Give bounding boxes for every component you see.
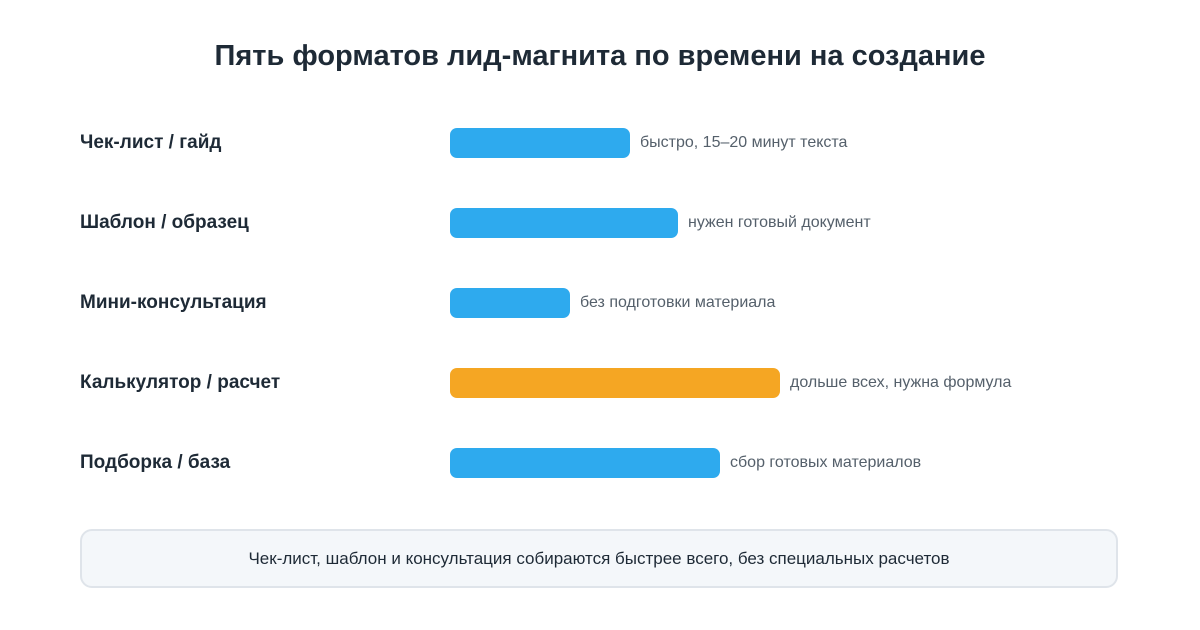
summary-text: Чек-лист, шаблон и консультация собирают…	[248, 548, 950, 568]
category-label: Мини-консультация	[80, 292, 267, 313]
chart-title: Пять форматов лид-магнита по времени на …	[214, 40, 986, 72]
bar	[450, 208, 678, 238]
bar-note: дольше всех, нужна формула	[790, 374, 1012, 391]
category-label: Калькулятор / расчет	[80, 372, 281, 393]
bar-note: быстро, 15–20 минут текста	[640, 134, 848, 151]
bar-highlighted	[450, 368, 780, 398]
category-label: Шаблон / образец	[80, 212, 249, 233]
bar-note: без подготовки материала	[580, 294, 776, 311]
summary-box: Чек-лист, шаблон и консультация собирают…	[80, 529, 1118, 588]
bar	[450, 288, 570, 318]
category-label: Подборка / база	[80, 452, 231, 473]
bar	[450, 128, 630, 158]
bar-note: нужен готовый документ	[688, 214, 871, 231]
bar	[450, 448, 720, 478]
bar-note: сбор готовых материалов	[730, 454, 922, 471]
category-label: Чек-лист / гайд	[80, 132, 222, 153]
